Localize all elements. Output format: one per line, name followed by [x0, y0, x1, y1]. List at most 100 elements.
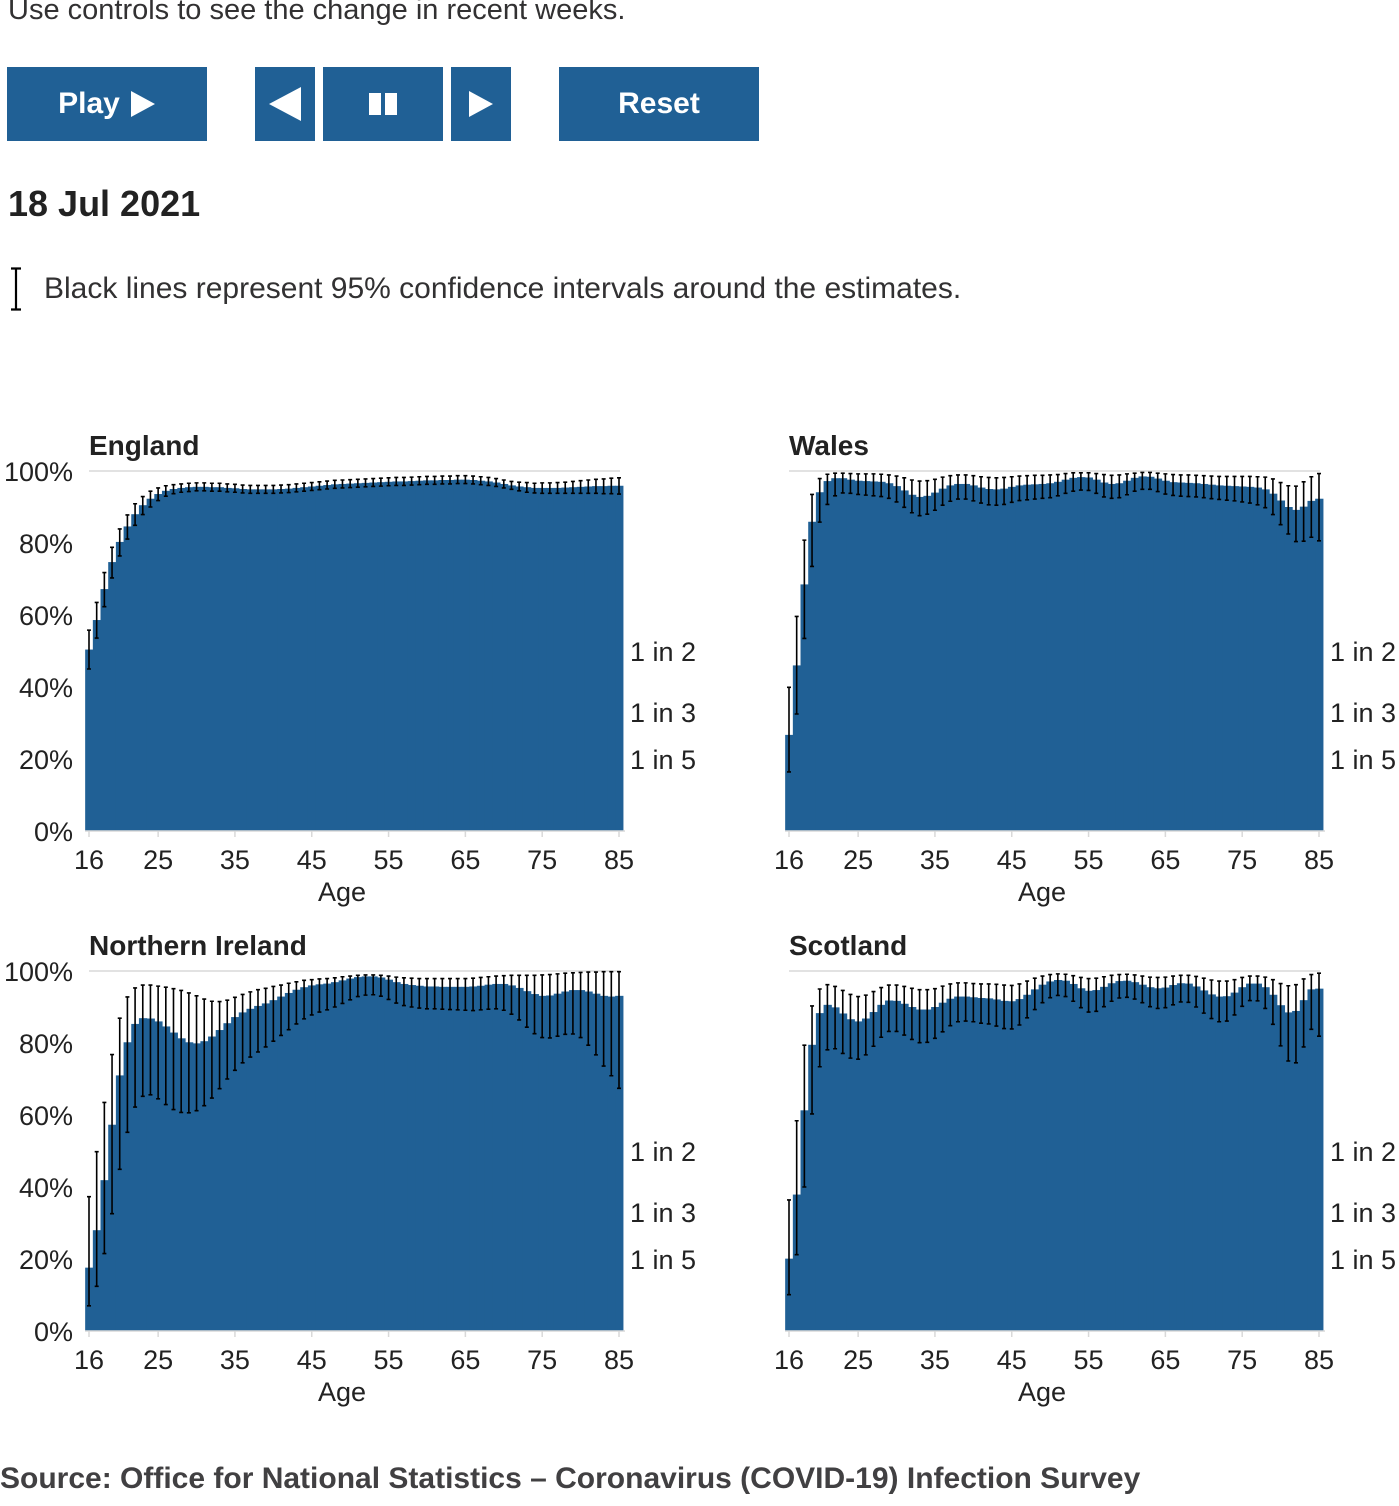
bar-age-39	[961, 996, 971, 1331]
error-bar-age-35	[232, 483, 237, 494]
bar-age-42	[984, 489, 994, 831]
error-bar-age-31	[202, 998, 207, 1107]
bars	[785, 476, 1324, 831]
error-bar-age-49	[340, 479, 345, 489]
bar-age-80	[1276, 500, 1286, 831]
bar-age-67	[1176, 983, 1186, 1331]
date-label: 18 Jul 2021	[8, 183, 201, 224]
bar-age-28	[177, 487, 186, 831]
bar-age-40	[269, 1000, 278, 1331]
step-back-icon	[269, 87, 301, 121]
bar-age-80	[576, 486, 586, 831]
bar-age-21	[123, 1042, 132, 1331]
intro-text: Use controls to see the change in recent…	[8, 0, 626, 26]
bar-age-30	[192, 1043, 201, 1331]
error-bar-age-29	[186, 482, 191, 493]
error-bar-age-70	[501, 974, 506, 1012]
bar-age-20	[115, 1075, 125, 1331]
bar-age-55	[384, 481, 394, 831]
error-bar-age-18	[802, 1044, 807, 1188]
error-bar-age-41	[279, 984, 284, 1037]
error-bar-age-19	[810, 1005, 815, 1115]
reset-button[interactable]: Reset	[559, 67, 759, 141]
error-bar-age-55	[1086, 472, 1091, 492]
bar-age-63	[446, 480, 455, 831]
error-bar-age-84	[1309, 973, 1314, 1031]
error-bar-age-65	[1163, 473, 1168, 495]
error-bar-age-19	[110, 1053, 115, 1215]
y-tick-label: 100%	[4, 457, 73, 487]
error-bar-age-28	[879, 986, 884, 1039]
y-tick-label: 0%	[34, 817, 73, 847]
bar-age-41	[277, 489, 286, 831]
error-bar-age-61	[432, 977, 437, 1010]
bar-age-56	[392, 481, 401, 831]
bar-age-74	[530, 994, 539, 1331]
error-bar-age-76	[1247, 475, 1252, 504]
error-bar-age-58	[409, 977, 414, 1008]
error-bars	[87, 970, 621, 1307]
x-tick-label: 25	[143, 1345, 173, 1375]
error-bar-age-52	[1063, 472, 1068, 495]
x-tick-label: 65	[1150, 845, 1180, 875]
error-bar-age-77	[1255, 975, 1260, 1002]
bar-age-28	[877, 481, 886, 831]
error-bar-age-74	[1232, 978, 1237, 1016]
error-bar-age-24	[848, 993, 853, 1059]
error-bar-age-24	[148, 984, 153, 1096]
x-tick-label: 75	[1227, 845, 1257, 875]
bar-age-39	[961, 483, 971, 831]
error-bar-age-42	[986, 983, 991, 1025]
error-bar-age-26	[863, 473, 868, 496]
error-bar-age-61	[432, 475, 437, 486]
bar-age-53	[369, 976, 378, 1331]
bar-age-38	[254, 489, 263, 831]
error-bar-age-85	[1317, 972, 1321, 1037]
error-bar-age-73	[524, 974, 529, 1028]
error-bar-age-65	[1163, 976, 1168, 1009]
bar-age-24	[846, 479, 855, 831]
bar-age-56	[1092, 990, 1101, 1331]
error-bar-age-24	[848, 472, 853, 495]
x-tick-label: 16	[774, 1345, 804, 1375]
pause-button[interactable]	[323, 67, 443, 141]
bar-age-83	[1299, 1000, 1309, 1331]
error-bar-age-85	[617, 970, 621, 1090]
play-button-label: Play	[58, 87, 120, 120]
bar-age-62	[438, 480, 447, 831]
bar-age-64	[1153, 988, 1163, 1331]
bar-age-71	[507, 985, 516, 1331]
bar-age-60	[423, 986, 432, 1331]
error-bar-age-38	[955, 474, 960, 500]
error-bar-age-81	[1286, 984, 1291, 1062]
error-bar-age-34	[225, 483, 230, 493]
bar-age-37	[246, 489, 255, 831]
step-forward-button[interactable]	[451, 67, 511, 141]
bar-age-42	[284, 992, 294, 1331]
play-button[interactable]: Play	[7, 67, 207, 141]
bar-age-85	[1315, 498, 1324, 831]
bar-age-71	[1207, 994, 1216, 1331]
bar-age-74	[1230, 486, 1239, 831]
bar-age-36	[238, 489, 248, 831]
y-tick-label: 80%	[19, 1029, 73, 1059]
error-bar-age-80	[578, 479, 583, 495]
error-bar-age-34	[925, 988, 930, 1044]
bar-age-57	[1100, 986, 1109, 1331]
error-bar-age-43	[294, 981, 299, 1025]
error-bar-age-20	[117, 1017, 122, 1171]
error-bar-age-27	[871, 473, 876, 497]
bar-age-42	[984, 998, 994, 1331]
bar-age-68	[1184, 983, 1193, 1331]
step-back-button[interactable]	[255, 67, 315, 141]
error-bar-age-82	[593, 971, 598, 1056]
bar-age-83	[1299, 506, 1309, 831]
bar-age-62	[1138, 476, 1147, 831]
error-bar-age-41	[979, 983, 984, 1024]
error-bar-age-83	[1301, 481, 1306, 542]
bar-age-60	[1123, 980, 1132, 1331]
error-bar-age-26	[863, 994, 868, 1056]
bar-age-36	[938, 488, 948, 831]
error-bar-age-45	[1009, 984, 1014, 1030]
error-bar-age-81	[1286, 484, 1291, 535]
